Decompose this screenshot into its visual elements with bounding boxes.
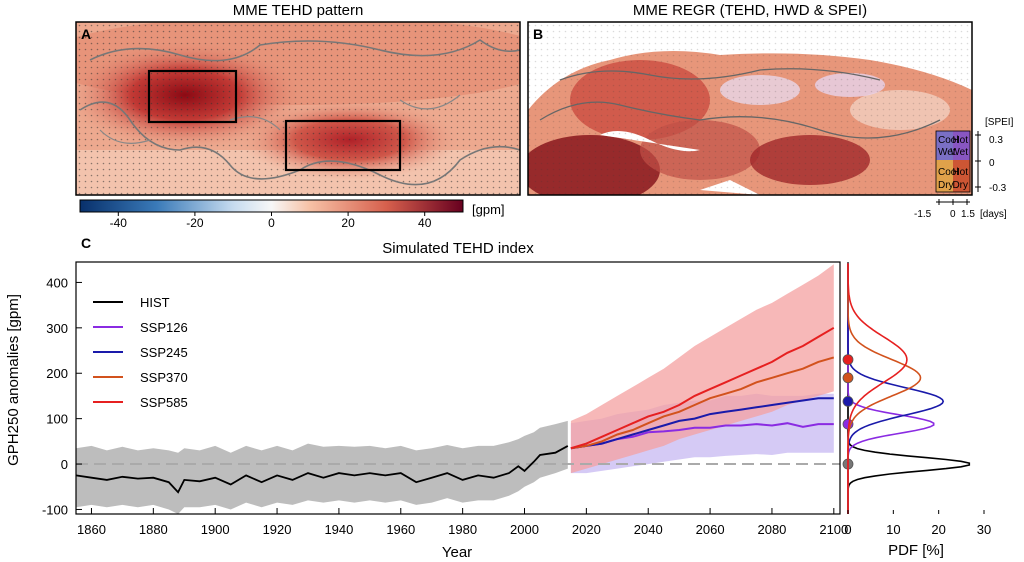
colorbar-tick-label: -20 bbox=[186, 216, 204, 230]
colorbar-tick-label: 40 bbox=[418, 216, 432, 230]
legend-x-tick-high: 1.5 bbox=[961, 209, 975, 220]
pdf-curve-ssp370 bbox=[847, 263, 922, 514]
x-tick-label: 1900 bbox=[201, 522, 230, 537]
axes: 1860 1880 1900 1920 1940 1960 1980 2000 2020 2040… bbox=[42, 261, 848, 537]
legend-hot-dry-1: Hot bbox=[952, 167, 968, 178]
plot-frame bbox=[75, 261, 841, 515]
legend-cool-dry-2: Dry bbox=[938, 180, 954, 191]
legend-label-ssp126: SSP126 bbox=[140, 320, 188, 335]
y-tick-label: 0 bbox=[61, 457, 68, 472]
y-tick-label: 100 bbox=[46, 412, 68, 427]
y-tick-label: -100 bbox=[42, 502, 68, 517]
legend-label-ssp370: SSP370 bbox=[140, 370, 188, 385]
x-tick-label: 1960 bbox=[386, 522, 415, 537]
panel-a-map bbox=[76, 22, 520, 195]
x-tick-label: 2080 bbox=[757, 522, 786, 537]
series-line-hist bbox=[75, 445, 569, 494]
panel-b-letter: B bbox=[533, 26, 543, 42]
legend-x-tick-mid: 0 bbox=[950, 209, 956, 220]
x-tick-label: 2020 bbox=[572, 522, 601, 537]
pdf-x-tick-label: 10 bbox=[886, 522, 900, 537]
legend-cool-wet-2: Wet bbox=[938, 147, 956, 158]
y-tick-label: 400 bbox=[46, 275, 68, 290]
legend-x-tick-low: -1.5 bbox=[914, 209, 932, 220]
panel-a: MME TEHD pattern A -40 -20 0 20 40 [gpm] bbox=[75, 2, 521, 230]
legend: HIST SSP126 SSP245 SSP370 SSP585 bbox=[93, 295, 188, 410]
colorbar bbox=[79, 199, 464, 213]
panel-c: C Simulated TEHD index GPH250 anomalies … bbox=[5, 235, 991, 561]
pdf-x-tick-label: 0 bbox=[844, 522, 851, 537]
pdf-mean-dot-ssp585 bbox=[842, 354, 854, 366]
pdf-x-tick-label: 20 bbox=[931, 522, 945, 537]
series-line-ssp370 bbox=[570, 356, 835, 450]
legend-label-ssp585: SSP585 bbox=[140, 395, 188, 410]
y-tick-label: 300 bbox=[46, 321, 68, 336]
legend-cool-dry-1: Cool bbox=[938, 167, 959, 178]
legend-y-tick-mid: 0 bbox=[989, 158, 995, 169]
pdf-curve-ssp585 bbox=[847, 263, 908, 514]
colorbar-tick-label: 0 bbox=[268, 216, 275, 230]
x-tick-label: 2060 bbox=[696, 522, 725, 537]
bivariate-legend: Cool Wet Hot Wet Cool Dry Hot Dry [SPEI]… bbox=[914, 117, 1014, 220]
legend-y-unit: [SPEI] bbox=[985, 117, 1014, 128]
series-line-ssp585 bbox=[570, 326, 835, 450]
x-tick-label: 1920 bbox=[263, 522, 292, 537]
legend-x-unit: [days] bbox=[980, 209, 1007, 220]
pdf-curve-ssp126 bbox=[847, 263, 935, 514]
pdf-panel: 0 10 20 30 bbox=[842, 262, 991, 537]
legend-label-ssp245: SSP245 bbox=[140, 345, 188, 360]
colorbar-ticks: -40 -20 0 20 40 bbox=[110, 212, 432, 230]
x-tick-label: 1980 bbox=[448, 522, 477, 537]
panel-b-title: MME REGR (TEHD, HWD & SPEI) bbox=[633, 2, 867, 19]
x-tick-label: 2100 bbox=[819, 522, 848, 537]
x-tick-label: 1880 bbox=[139, 522, 168, 537]
legend-hot-wet-2: Wet bbox=[950, 147, 968, 158]
series-line-ssp245 bbox=[570, 397, 834, 450]
x-tick-label: 2040 bbox=[634, 522, 663, 537]
legend-hot-wet-1: Hot bbox=[952, 135, 968, 146]
x-tick-label: 2000 bbox=[510, 522, 539, 537]
legend-cool-wet-1: Cool bbox=[938, 135, 959, 146]
pdf-curve-ssp245 bbox=[847, 263, 945, 514]
legend-label-hist: HIST bbox=[140, 295, 170, 310]
y-tick-label: 200 bbox=[46, 366, 68, 381]
legend-y-tick-low: -0.3 bbox=[989, 183, 1007, 194]
colorbar-tick-label: 20 bbox=[341, 216, 355, 230]
series-lines bbox=[75, 326, 835, 494]
panel-a-letter: A bbox=[81, 26, 91, 42]
colorbar-unit: [gpm] bbox=[472, 202, 505, 217]
panel-a-title: MME TEHD pattern bbox=[233, 2, 364, 19]
chart-title: Simulated TEHD index bbox=[382, 240, 534, 257]
y-axis-label: GPH250 anomalies [gpm] bbox=[5, 294, 22, 466]
pdf-mean-dot-ssp245 bbox=[842, 395, 854, 407]
panel-b-map bbox=[528, 22, 972, 195]
panel-c-letter: C bbox=[81, 235, 91, 251]
x-tick-label: 1940 bbox=[324, 522, 353, 537]
x-axis-label: Year bbox=[442, 544, 472, 561]
panel-b: MME REGR (TEHD, HWD & SPEI) B bbox=[527, 2, 1014, 220]
pdf-x-tick-label: 30 bbox=[977, 522, 991, 537]
legend-hot-dry-2: Dry bbox=[952, 180, 968, 191]
pdf-mean-dot-ssp370 bbox=[842, 372, 854, 384]
legend-y-tick-high: 0.3 bbox=[989, 135, 1003, 146]
pdf-x-axis-label: PDF [%] bbox=[888, 542, 944, 559]
band-hist bbox=[76, 420, 568, 514]
x-tick-label: 1860 bbox=[77, 522, 106, 537]
colorbar-tick-label: -40 bbox=[110, 216, 128, 230]
